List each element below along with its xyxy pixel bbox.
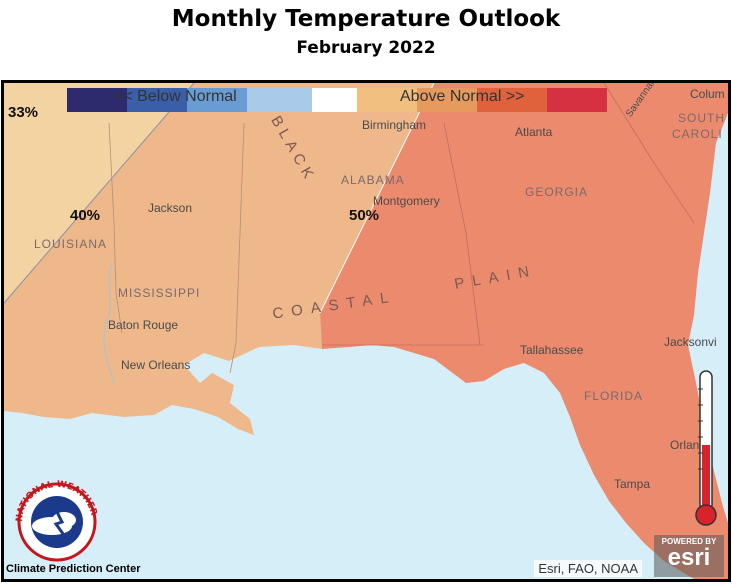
region-50	[320, 83, 728, 579]
state-label-alabama: ALABAMA	[341, 173, 405, 187]
border-ms-al	[229, 122, 245, 374]
legend-seg-7	[417, 88, 477, 112]
city-montgomery: Montgomery	[373, 194, 440, 208]
state-label-louisiana: LOUISIANA	[34, 237, 108, 251]
legend-seg-3	[187, 88, 247, 112]
city-jacksonville: Jacksonvi	[664, 335, 717, 349]
state-label-mississippi: MISSISSIPPI	[118, 286, 201, 300]
page-subtitle: February 2022	[296, 38, 436, 58]
legend-below-label: << Below Normal	[114, 88, 237, 105]
prob-label-50: 50%	[349, 207, 380, 224]
contour-33-40	[4, 83, 195, 304]
map-svg	[4, 83, 728, 579]
contour-40-50	[319, 83, 435, 314]
city-new-orleans: New Orleans	[121, 358, 191, 372]
nws-logo-icon: NATIONAL WEATHER SERVICE	[12, 480, 99, 562]
legend-seg-1	[67, 88, 127, 112]
state-label-caroli: CAROLI	[672, 127, 723, 141]
state-label-south: SOUTH	[678, 111, 725, 125]
legend-seg-6	[357, 88, 417, 112]
city-columbia: Colum	[690, 87, 725, 101]
esri-powered-label: POWERED BY	[661, 537, 717, 546]
legend-seg-9	[547, 88, 607, 112]
river	[103, 262, 115, 384]
state-label-georgia: GEORGIA	[525, 185, 589, 199]
city-birmingham: Birmingham	[362, 118, 427, 132]
esri-name: esri	[667, 544, 711, 571]
border-ms-la	[108, 122, 123, 334]
esri-logo[interactable]: POWERED BY esri	[654, 535, 724, 577]
page-title: Monthly Temperature Outlook	[171, 6, 561, 32]
city-jackson: Jackson	[148, 201, 193, 215]
prob-label-33: 33%	[8, 104, 39, 121]
map-frame[interactable]: << Below Normal Above Normal >> 33% 40% …	[1, 80, 731, 582]
map-attribution[interactable]: Esri, FAO, NOAA	[534, 560, 642, 577]
region-40	[4, 83, 434, 435]
city-baton-rouge: Baton Rouge	[108, 318, 179, 332]
prob-label-40: 40%	[70, 207, 101, 224]
border-al-ga	[443, 122, 481, 346]
city-tallahassee: Tallahassee	[520, 343, 584, 357]
cpc-label: Climate Prediction Center	[6, 563, 141, 575]
legend-seg-5	[312, 88, 357, 112]
border-ga-sc	[603, 83, 695, 224]
thermometer-icon	[695, 370, 717, 526]
legend-bar	[67, 88, 607, 112]
city-atlanta: Atlanta	[515, 125, 553, 139]
legend-above-label: Above Normal >>	[400, 88, 525, 105]
legend-seg-4	[247, 88, 312, 112]
city-tampa: Tampa	[614, 477, 651, 491]
legend-seg-8	[477, 88, 547, 112]
state-label-florida: FLORIDA	[584, 389, 644, 403]
legend-seg-2	[127, 88, 187, 112]
